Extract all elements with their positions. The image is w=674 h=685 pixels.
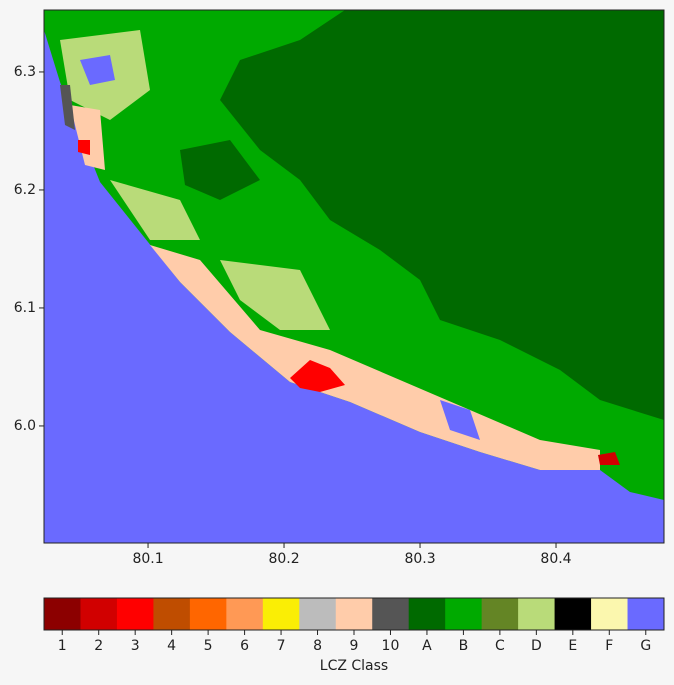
colorbar-label: G [640,638,651,654]
x-tick-label: 80.1 [132,551,163,567]
bare-rock [60,85,75,130]
colorbar-label: 7 [277,638,286,654]
colorbar: 1 2 3 4 5 6 7 8 9 10 A B C D E F G [44,598,665,654]
colorbar-swatch [44,598,81,630]
colorbar-label: F [605,638,613,654]
urban [598,452,620,465]
colorbar-label: D [531,638,542,654]
colorbar-swatch [262,598,300,630]
colorbar-label: 1 [58,638,67,654]
colorbar-swatch [116,598,154,630]
colorbar-title: LCZ Class [320,658,388,674]
colorbar-label: 2 [94,638,103,654]
colorbar-swatch [299,598,337,630]
axes: 80.1 80.2 80.3 80.4 6.0 6.1 6.2 6.3 [14,64,572,567]
y-tick-label: 6.0 [14,418,36,434]
colorbar-label: 5 [204,638,213,654]
colorbar-swatch [226,598,264,630]
open-lowrise [150,245,600,470]
colorbar-swatch [189,598,227,630]
colorbar-swatch [554,598,592,630]
colorbar-label: C [495,638,505,654]
x-tick-label: 80.3 [404,551,435,567]
colorbar-label: A [422,638,432,654]
urban [78,140,90,155]
open-lowrise [70,105,105,170]
colorbar-label: 4 [167,638,176,654]
colorbar-swatch [518,598,556,630]
colorbar-swatch [80,598,118,630]
colorbar-swatch [627,598,665,630]
colorbar-swatch [481,598,519,630]
colorbar-swatch [372,598,410,630]
colorbar-frame [43,597,665,631]
colorbar-label: B [459,638,469,654]
colorbar-label: 3 [131,638,140,654]
colorbar-label: 9 [350,638,359,654]
forest [220,10,664,420]
y-tick-label: 6.3 [14,64,36,80]
colorbar-swatch [153,598,191,630]
urban [290,360,345,392]
water-inland [80,55,115,85]
y-tick-label: 6.2 [14,182,36,198]
sparse-veg [220,260,330,330]
colorbar-swatch [445,598,483,630]
y-tick-label: 6.1 [14,300,36,316]
colorbar-swatch [591,598,629,630]
sparse-veg [110,180,200,240]
colorbar-swatch [335,598,373,630]
colorbar-label: E [568,638,577,654]
x-tick-label: 80.4 [540,551,571,567]
colorbar-label: 6 [240,638,249,654]
colorbar-label: 8 [313,638,322,654]
x-tick-label: 80.2 [268,551,299,567]
colorbar-swatch [408,598,446,630]
forest-patch [180,140,260,200]
map-frame [43,9,665,544]
map-raster [44,10,664,543]
colorbar-label: 10 [382,638,400,654]
water-inland [440,400,480,440]
